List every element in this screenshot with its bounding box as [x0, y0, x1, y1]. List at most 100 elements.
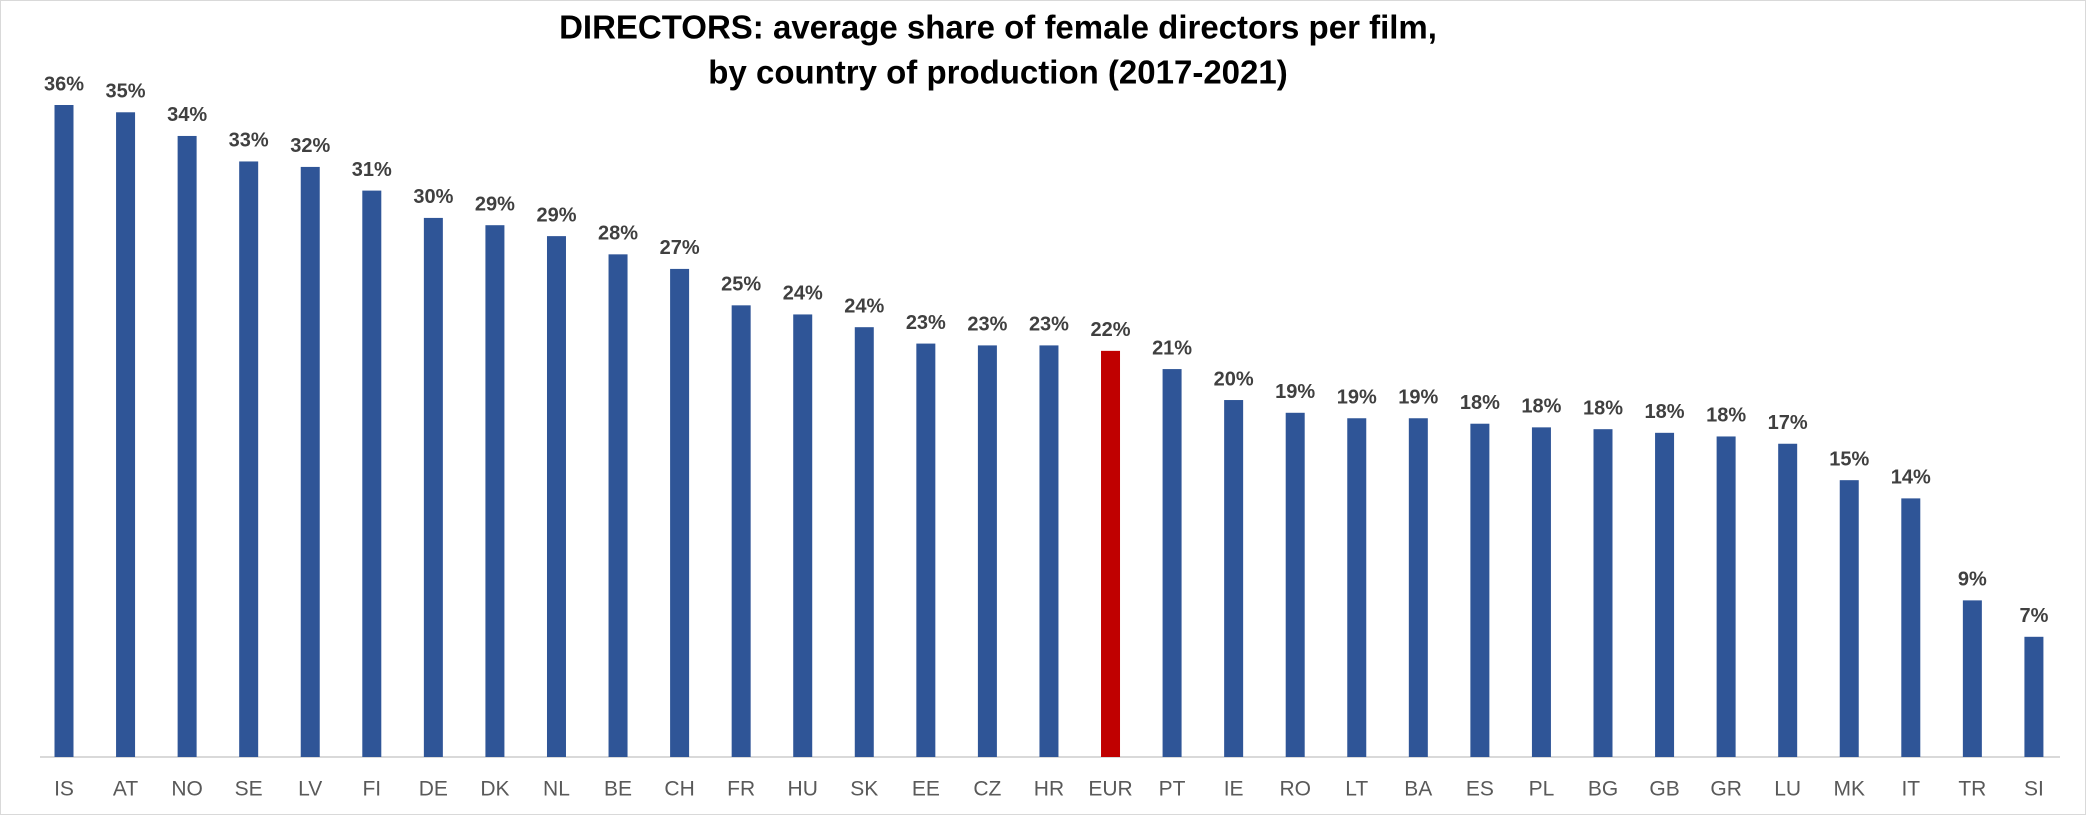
x-tick-label: LU	[1774, 778, 1801, 801]
value-label: 15%	[1829, 448, 1869, 470]
bar	[239, 161, 259, 757]
value-label: 18%	[1583, 397, 1623, 419]
bar	[54, 105, 74, 757]
value-label: 28%	[598, 223, 638, 245]
x-tick-label: HR	[1034, 778, 1064, 801]
x-tick-label: GR	[1710, 778, 1742, 801]
x-tick-label: BG	[1588, 778, 1618, 801]
bar	[1408, 418, 1428, 757]
x-tick-label: SK	[850, 778, 878, 801]
value-label: 21%	[1152, 337, 1192, 359]
x-tick-label: LT	[1345, 778, 1368, 801]
value-label: 19%	[1275, 381, 1315, 403]
bar	[1778, 443, 1798, 757]
x-tick-label: GB	[1649, 778, 1679, 801]
value-label: 31%	[352, 159, 392, 181]
value-label: 18%	[1521, 396, 1561, 418]
value-label: 35%	[106, 81, 146, 103]
x-tick-label: ES	[1466, 778, 1494, 801]
bar	[793, 314, 813, 757]
bar	[977, 345, 997, 757]
value-label: 20%	[1214, 368, 1254, 390]
chart-title: by country of production (2017-2021)	[708, 54, 1287, 91]
x-tick-label: BE	[604, 778, 632, 801]
x-tick-label: EUR	[1088, 778, 1132, 801]
chart-title: DIRECTORS: average share of female direc…	[559, 9, 1437, 46]
value-label: 19%	[1337, 387, 1377, 409]
x-tick-label: PL	[1529, 778, 1555, 801]
bar	[731, 305, 751, 757]
x-tick-label: DE	[419, 778, 448, 801]
bar	[1285, 412, 1305, 757]
value-label: 23%	[967, 314, 1007, 336]
x-tick-label: LV	[298, 778, 322, 801]
value-label: 14%	[1891, 467, 1931, 489]
bar	[1716, 436, 1736, 757]
bar	[670, 268, 690, 757]
x-tick-label: HU	[788, 778, 818, 801]
bar	[1655, 432, 1675, 757]
value-label: 27%	[660, 237, 700, 259]
value-label: 18%	[1706, 405, 1746, 427]
x-tick-label: TR	[1958, 778, 1986, 801]
x-tick-label: RO	[1279, 778, 1311, 801]
bar	[1531, 427, 1551, 757]
bar	[300, 166, 320, 758]
value-label: 36%	[44, 73, 84, 95]
bar	[1347, 418, 1367, 757]
value-label: 18%	[1460, 392, 1500, 414]
value-label: 34%	[167, 104, 207, 126]
value-label: 24%	[783, 283, 823, 305]
bar	[177, 135, 197, 758]
bar	[608, 254, 628, 758]
value-label: 18%	[1645, 401, 1685, 423]
bar	[485, 225, 505, 757]
bar	[1901, 498, 1921, 757]
x-tick-label: FR	[727, 778, 755, 801]
bar	[2024, 636, 2044, 757]
bar	[546, 236, 566, 758]
x-tick-label: MK	[1833, 778, 1865, 801]
bar	[1039, 345, 1059, 757]
bar	[1962, 600, 1982, 757]
bar	[116, 112, 136, 758]
value-label: 17%	[1768, 412, 1808, 434]
x-tick-label: DK	[480, 778, 509, 801]
x-tick-label: AT	[113, 778, 138, 801]
bar	[362, 190, 382, 757]
value-label: 19%	[1398, 387, 1438, 409]
value-label: 29%	[536, 204, 576, 226]
x-tick-label: CH	[664, 778, 694, 801]
value-label: 29%	[475, 193, 515, 215]
bar	[1224, 400, 1244, 757]
bar	[1101, 350, 1121, 757]
x-tick-label: PT	[1159, 778, 1186, 801]
value-label: 33%	[229, 130, 269, 152]
value-label: 22%	[1091, 319, 1131, 341]
x-tick-label: EE	[912, 778, 940, 801]
x-tick-label: SI	[2024, 778, 2044, 801]
value-label: 23%	[1029, 314, 1069, 336]
x-tick-label: IT	[1901, 778, 1920, 801]
value-label: 30%	[413, 186, 453, 208]
x-tick-label: FI	[362, 778, 381, 801]
value-label: 25%	[721, 274, 761, 296]
bar	[854, 327, 874, 757]
value-label: 7%	[2019, 605, 2048, 627]
value-label: 9%	[1958, 569, 1987, 591]
bar	[916, 343, 936, 757]
x-tick-label: NL	[543, 778, 570, 801]
bar	[1839, 480, 1859, 757]
value-label: 24%	[844, 295, 884, 317]
bar	[1162, 369, 1182, 757]
x-tick-label: CZ	[973, 778, 1001, 801]
bar	[1470, 423, 1490, 757]
x-tick-label: IE	[1224, 778, 1244, 801]
x-tick-label: NO	[171, 778, 203, 801]
x-tick-label: IS	[54, 778, 74, 801]
x-tick-label: BA	[1404, 778, 1432, 801]
value-label: 32%	[290, 135, 330, 157]
bar	[423, 217, 443, 757]
x-tick-label: SE	[235, 778, 263, 801]
